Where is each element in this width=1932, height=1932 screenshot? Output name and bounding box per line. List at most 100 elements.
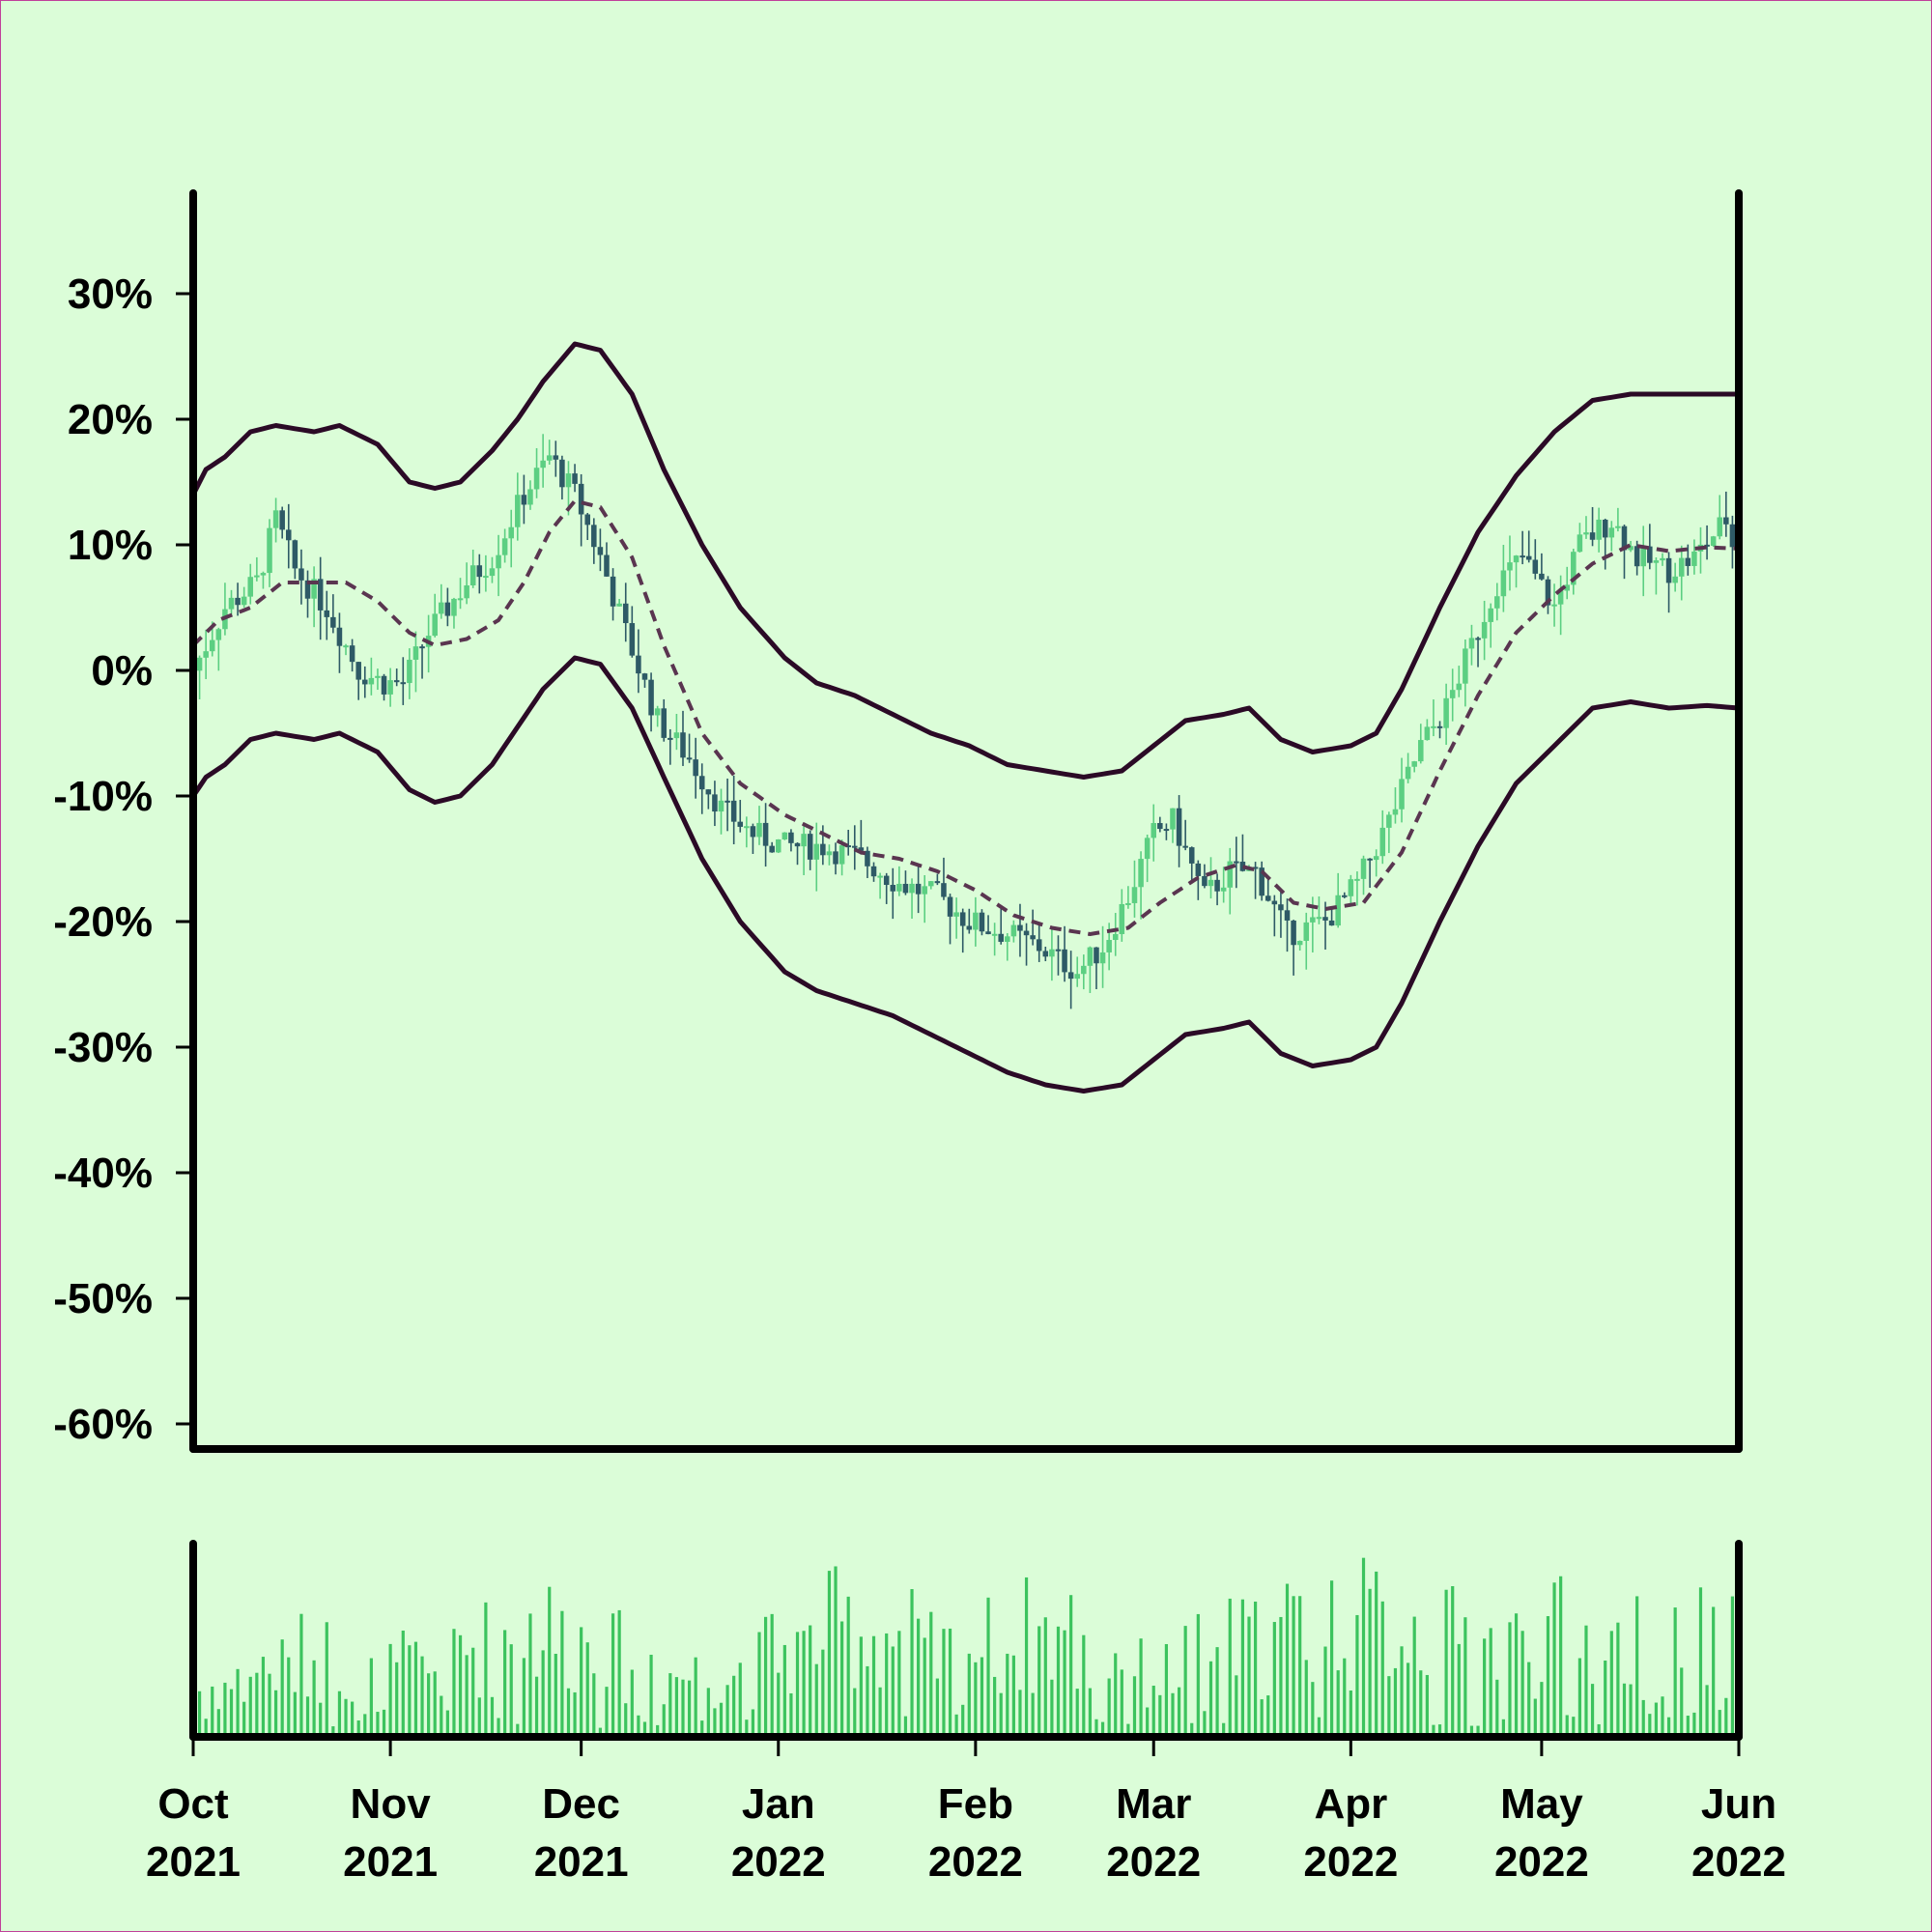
candle xyxy=(1411,760,1417,773)
candle xyxy=(381,673,387,701)
volume-bar xyxy=(897,1631,901,1737)
candle xyxy=(629,606,636,658)
volume-bar xyxy=(1285,1583,1290,1737)
volume-bar xyxy=(305,1696,310,1737)
candle xyxy=(1170,808,1176,843)
candle xyxy=(1144,835,1151,883)
candle xyxy=(540,434,546,488)
volume-bar xyxy=(477,1697,481,1737)
volume-bar xyxy=(725,1685,729,1737)
candle xyxy=(304,570,311,618)
candle xyxy=(730,775,737,845)
volume-bar xyxy=(1266,1695,1270,1737)
candle xyxy=(1449,668,1456,722)
volume-bar xyxy=(1349,1690,1352,1737)
volume-bar xyxy=(585,1642,589,1737)
upper-band-line xyxy=(190,341,1739,780)
candle xyxy=(1729,515,1736,569)
candle xyxy=(1239,834,1246,872)
candle xyxy=(228,589,235,615)
candle xyxy=(1094,947,1099,989)
candle xyxy=(521,474,527,525)
volume-bar xyxy=(1235,1675,1238,1737)
candle xyxy=(1220,867,1227,903)
volume-bar xyxy=(617,1609,621,1737)
candle xyxy=(794,841,801,866)
candle xyxy=(1564,566,1570,600)
candle xyxy=(788,829,794,852)
volume-bar xyxy=(1514,1613,1519,1737)
y-tick-label: 10% xyxy=(68,522,153,569)
candle xyxy=(801,825,807,875)
volume-bar xyxy=(1203,1711,1207,1737)
volume-bar xyxy=(1412,1616,1416,1737)
candle xyxy=(349,639,355,672)
candle xyxy=(1660,553,1665,566)
volume-bar xyxy=(1043,1617,1047,1737)
volume-bar xyxy=(1489,1628,1492,1737)
volume-bar xyxy=(923,1637,926,1737)
volume-bar xyxy=(853,1688,857,1737)
candle xyxy=(496,534,501,597)
volume-bar xyxy=(1444,1589,1448,1737)
volume-bar xyxy=(216,1709,220,1737)
volume-bar xyxy=(1126,1723,1130,1737)
volume-bar xyxy=(871,1635,876,1737)
volume-bar xyxy=(465,1655,469,1737)
volume-bar xyxy=(846,1596,850,1737)
candle xyxy=(476,554,483,594)
volume-bar xyxy=(458,1634,463,1737)
candle xyxy=(317,556,324,640)
volume-bar xyxy=(388,1643,392,1737)
candle xyxy=(1373,849,1379,877)
volume-bar xyxy=(961,1704,965,1737)
volume-bar xyxy=(1483,1638,1487,1737)
candle xyxy=(1653,556,1660,595)
candle xyxy=(1005,933,1010,961)
volume-bar xyxy=(1279,1616,1283,1737)
candle xyxy=(1176,795,1182,867)
volume-bar xyxy=(1063,1630,1066,1737)
candle xyxy=(432,593,438,638)
volume-bar xyxy=(1724,1697,1728,1737)
candle xyxy=(412,631,419,693)
candle xyxy=(1252,862,1259,899)
candle xyxy=(979,909,985,936)
candle xyxy=(1443,683,1449,746)
volume-bar xyxy=(694,1657,697,1737)
candle xyxy=(222,582,228,636)
candle xyxy=(1628,540,1634,553)
candle xyxy=(1691,539,1697,575)
candle xyxy=(845,829,851,856)
candle xyxy=(705,789,712,810)
volume-bar xyxy=(344,1698,348,1737)
candle xyxy=(973,896,979,947)
candle xyxy=(1379,810,1386,865)
volume-bar xyxy=(770,1613,774,1737)
candle xyxy=(737,800,744,833)
candle xyxy=(838,839,845,876)
volume-bar xyxy=(967,1653,971,1737)
candle xyxy=(1704,525,1710,560)
candle xyxy=(1081,954,1087,990)
volume-bar xyxy=(497,1718,500,1737)
volume-bar xyxy=(1298,1596,1302,1737)
candle xyxy=(533,447,540,498)
volume-bar xyxy=(268,1673,271,1737)
x-tick-label-month: Feb xyxy=(938,1780,1013,1828)
candle xyxy=(1456,666,1463,697)
candle xyxy=(375,668,381,691)
candle xyxy=(1030,909,1036,946)
candle xyxy=(915,866,922,914)
volume-bar xyxy=(1120,1669,1123,1737)
candle xyxy=(902,870,909,895)
volume-bar xyxy=(560,1610,564,1737)
candle xyxy=(947,894,953,945)
candle xyxy=(324,590,330,640)
volume-bar xyxy=(1419,1670,1423,1737)
candle xyxy=(572,464,578,493)
candle xyxy=(355,662,361,700)
volume-bar xyxy=(814,1663,818,1737)
volume-bar xyxy=(1680,1667,1684,1737)
volume-bar xyxy=(325,1622,328,1737)
